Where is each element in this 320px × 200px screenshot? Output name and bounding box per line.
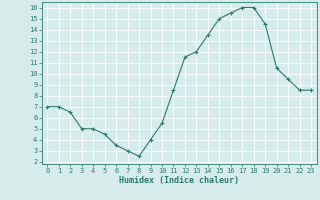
X-axis label: Humidex (Indice chaleur): Humidex (Indice chaleur) bbox=[119, 176, 239, 185]
